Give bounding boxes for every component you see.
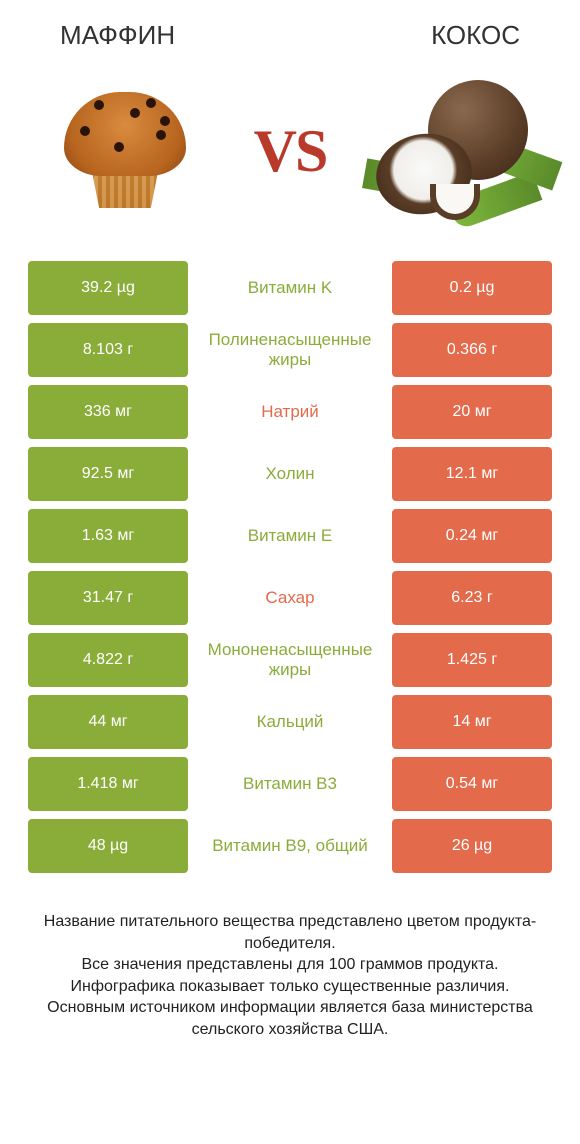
- value-left: 48 µg: [28, 819, 188, 873]
- value-right: 14 мг: [392, 695, 552, 749]
- nutrient-label: Кальций: [188, 695, 392, 749]
- table-row: 1.63 мгВитамин E0.24 мг: [28, 509, 552, 563]
- value-left: 8.103 г: [28, 323, 188, 377]
- table-row: 39.2 µgВитамин K0.2 µg: [28, 261, 552, 315]
- nutrient-label: Холин: [188, 447, 392, 501]
- comparison-table: 39.2 µgВитамин K0.2 µg 8.103 гПолиненасыщ…: [0, 261, 580, 873]
- title-left: МАФФИН: [60, 20, 175, 51]
- nutrient-label: Мононенасыщенные жиры: [188, 633, 392, 687]
- images-row: VS: [0, 61, 580, 261]
- value-right: 0.366 г: [392, 323, 552, 377]
- nutrient-label: Витамин B9, общий: [188, 819, 392, 873]
- value-left: 44 мг: [28, 695, 188, 749]
- value-right: 6.23 г: [392, 571, 552, 625]
- footer-line: Основным источником информации является …: [28, 997, 552, 1040]
- footer-line: Все значения представлены для 100 граммо…: [28, 954, 552, 976]
- table-row: 4.822 гМононенасыщенные жиры1.425 г: [28, 633, 552, 687]
- table-row: 1.418 мгВитамин B30.54 мг: [28, 757, 552, 811]
- value-right: 20 мг: [392, 385, 552, 439]
- table-row: 31.47 гСахар6.23 г: [28, 571, 552, 625]
- footer-notes: Название питательного вещества представл…: [0, 881, 580, 1041]
- muffin-image: [40, 71, 210, 231]
- table-row: 48 µgВитамин B9, общий26 µg: [28, 819, 552, 873]
- value-left: 31.47 г: [28, 571, 188, 625]
- header: МАФФИН КОКОС: [0, 0, 580, 61]
- value-right: 12.1 мг: [392, 447, 552, 501]
- value-left: 1.63 мг: [28, 509, 188, 563]
- value-right: 0.54 мг: [392, 757, 552, 811]
- nutrient-label: Сахар: [188, 571, 392, 625]
- value-left: 1.418 мг: [28, 757, 188, 811]
- nutrient-label: Полиненасыщенные жиры: [188, 323, 392, 377]
- coconut-image: [370, 71, 540, 231]
- vs-label: VS: [254, 117, 327, 186]
- value-left: 39.2 µg: [28, 261, 188, 315]
- footer-line: Инфографика показывает только существенн…: [28, 976, 552, 998]
- nutrient-label: Натрий: [188, 385, 392, 439]
- value-right: 1.425 г: [392, 633, 552, 687]
- value-left: 4.822 г: [28, 633, 188, 687]
- table-row: 8.103 гПолиненасыщенные жиры0.366 г: [28, 323, 552, 377]
- nutrient-label: Витамин E: [188, 509, 392, 563]
- value-right: 26 µg: [392, 819, 552, 873]
- value-left: 336 мг: [28, 385, 188, 439]
- footer-line: Название питательного вещества представл…: [28, 911, 552, 954]
- table-row: 92.5 мгХолин12.1 мг: [28, 447, 552, 501]
- nutrient-label: Витамин K: [188, 261, 392, 315]
- table-row: 44 мгКальций14 мг: [28, 695, 552, 749]
- nutrient-label: Витамин B3: [188, 757, 392, 811]
- table-row: 336 мгНатрий20 мг: [28, 385, 552, 439]
- value-left: 92.5 мг: [28, 447, 188, 501]
- value-right: 0.24 мг: [392, 509, 552, 563]
- value-right: 0.2 µg: [392, 261, 552, 315]
- title-right: КОКОС: [431, 20, 520, 51]
